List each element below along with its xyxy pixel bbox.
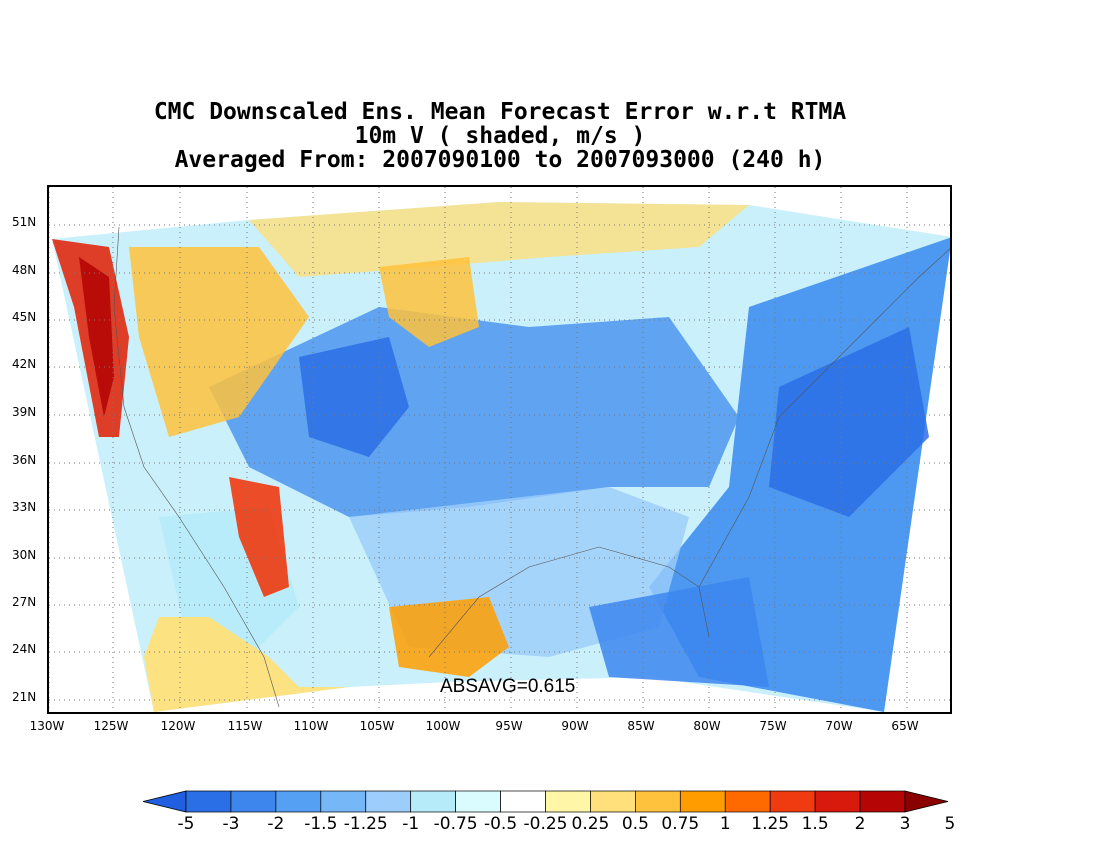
colorbar-tick-label: -2 [267, 814, 285, 834]
chart-title: CMC Downscaled Ens. Mean Forecast Error … [0, 100, 1000, 172]
lon-tick-label: 130W [29, 719, 65, 733]
colorbar-tick-label: 1.5 [801, 814, 829, 834]
colorbar-bin [275, 790, 322, 813]
colorbar-tick-label: -1.5 [304, 814, 338, 834]
colorbar-tick-label: -0.25 [523, 814, 568, 834]
colorbar-tick-label: -1.25 [343, 814, 388, 834]
lon-tick-label: 115W [227, 719, 263, 733]
title-line-3: Averaged From: 2007090100 to 2007093000 … [174, 147, 826, 173]
lon-tick-label: 65W [891, 719, 919, 733]
colorbar-bin [679, 790, 726, 813]
lat-tick-label: 21N [12, 690, 37, 704]
map-frame [47, 185, 952, 714]
lon-tick-label: 80W [693, 719, 721, 733]
colorbar-tick-label: -0.75 [433, 814, 478, 834]
colorbar-bin [185, 790, 232, 813]
colorbar-tick-label: -3 [222, 814, 240, 834]
colorbar-bin [500, 790, 546, 813]
lon-tick-label: 70W [825, 719, 853, 733]
field-orange-texas [389, 597, 509, 677]
colorbar-bin [814, 790, 861, 813]
colorbar-max-arrow [904, 790, 949, 813]
lat-tick-label: 27N [12, 595, 37, 609]
lat-tick-label: 30N [12, 548, 37, 562]
lat-tick-label: 51N [12, 215, 37, 229]
lat-tick-label: 45N [12, 310, 37, 324]
field-red-coastcore [79, 257, 114, 417]
lat-tick-label: 42N [12, 357, 37, 371]
colorbar-bin [320, 790, 367, 813]
lon-tick-label: 110W [293, 719, 329, 733]
colorbar-tick-label: 5 [944, 814, 956, 834]
lat-tick-label: 48N [12, 263, 37, 277]
colorbar-tick-label: 1.25 [751, 814, 790, 834]
field-orange-plains [379, 257, 479, 347]
lon-tick-label: 105W [359, 719, 395, 733]
colorbar-tick-label: -1 [402, 814, 420, 834]
lon-tick-label: 125W [93, 719, 129, 733]
map-plot [49, 187, 950, 712]
title-line-1: CMC Downscaled Ens. Mean Forecast Error … [153, 99, 847, 125]
colorbar-tick-label: 0.25 [571, 814, 610, 834]
lon-tick-label: 120W [160, 719, 196, 733]
colorbar-bin [230, 790, 277, 813]
field-yellow-southwest [144, 617, 349, 712]
title-line-2: 10m V ( shaded, m/s ) [354, 123, 646, 149]
lon-tick-label: 85W [627, 719, 655, 733]
lat-tick-label: 24N [12, 642, 37, 656]
lon-tick-label: 75W [759, 719, 787, 733]
lat-tick-label: 36N [12, 453, 37, 467]
lon-tick-label: 100W [425, 719, 461, 733]
colorbar-tick-label: 3 [899, 814, 911, 834]
colorbar-bin [410, 790, 456, 813]
colorbar-bin [724, 790, 771, 813]
colorbar-tick-label: -5 [177, 814, 195, 834]
colorbar-bin [545, 790, 591, 813]
colorbar-bin [635, 790, 681, 813]
colorbar-bin [769, 790, 816, 813]
graticule [49, 187, 950, 712]
colorbar-tick-label: 1 [719, 814, 731, 834]
lon-tick-label: 95W [495, 719, 523, 733]
field-red-baja [229, 477, 289, 597]
colorbar-tick-label: 0.5 [621, 814, 649, 834]
absavg-label: ABSAVG=0.615 [440, 676, 576, 697]
lat-tick-label: 33N [12, 500, 37, 514]
colorbar-tick-label: 0.75 [661, 814, 700, 834]
colorbar-bin [859, 790, 906, 813]
field-darkblue-east [769, 327, 929, 517]
field-orange-northwest [129, 247, 309, 437]
colorbar-tick-label: -0.5 [483, 814, 518, 834]
colorbar-tick-label: 2 [854, 814, 866, 834]
colorbar-bin [365, 790, 412, 813]
west-coastline [113, 226, 280, 708]
colorbar-bin [455, 790, 501, 813]
east-coastline [698, 248, 950, 588]
lat-tick-label: 39N [12, 405, 37, 419]
colorbar-bin [590, 790, 636, 813]
lon-tick-label: 90W [561, 719, 589, 733]
field-yellow-north [249, 202, 749, 277]
colorbar-min-arrow [142, 790, 187, 813]
field-darkblue-rockies [299, 337, 409, 457]
